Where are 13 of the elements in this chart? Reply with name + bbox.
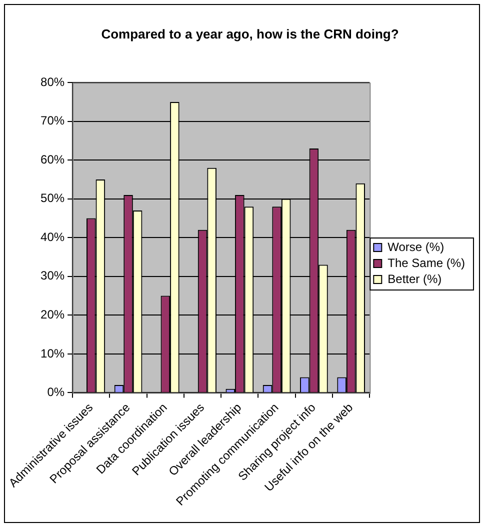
y-tick-label: 0% [47, 385, 65, 400]
y-tick-label: 10% [40, 346, 65, 360]
y-tick-label: 40% [40, 230, 65, 244]
legend-label: Better (%) [388, 272, 442, 286]
y-tick-label: 20% [40, 308, 65, 322]
y-tick-label: 50% [40, 191, 65, 206]
chart-title: Compared to a year ago, how is the CRN doing? [101, 26, 399, 42]
legend-label: The Same (%) [388, 256, 466, 270]
y-tick-label: 60% [40, 152, 65, 166]
y-tick-label: 70% [40, 114, 65, 128]
legend-label: Worse (%) [388, 240, 444, 254]
y-tick-label: 80% [40, 74, 65, 89]
y-tick-label: 30% [40, 268, 65, 283]
